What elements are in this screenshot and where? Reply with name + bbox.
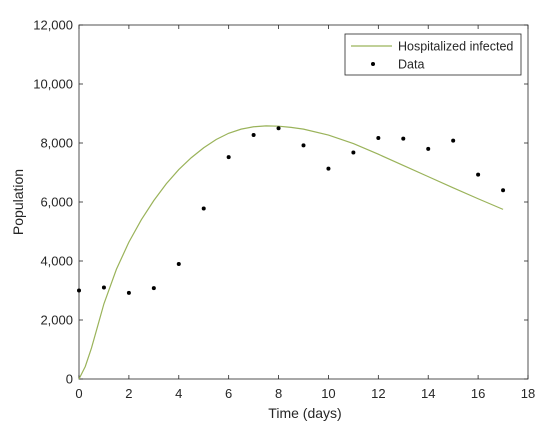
- data-point: [151, 286, 156, 291]
- y-axis-title: Population: [10, 169, 26, 235]
- data-point: [276, 126, 281, 131]
- y-tick-label: 0: [66, 372, 73, 387]
- x-tick-label: 2: [125, 386, 132, 401]
- y-tick-label: 12,000: [33, 18, 73, 33]
- x-tick-label: 14: [421, 386, 435, 401]
- y-tick-label: 2,000: [40, 313, 73, 328]
- data-point: [376, 135, 381, 140]
- x-tick-label: 0: [75, 386, 82, 401]
- data-point: [101, 285, 106, 290]
- data-point: [126, 290, 131, 295]
- x-tick-label: 16: [471, 386, 485, 401]
- x-tick-label: 18: [521, 386, 535, 401]
- x-tick-label: 12: [371, 386, 385, 401]
- series-layer: [77, 125, 506, 380]
- data-point: [226, 155, 231, 160]
- data-point: [301, 143, 306, 148]
- legend: Hospitalized infected Data: [344, 33, 522, 76]
- x-tick-label: 4: [175, 386, 182, 401]
- data-point: [476, 172, 481, 177]
- x-tick-label: 10: [321, 386, 335, 401]
- series-line-hospitalized-infected: [78, 125, 504, 380]
- x-axis-ticks: 0 2 4 6 8 10 12 14 16 18: [75, 25, 535, 401]
- legend-line-label: Hospitalized infected: [398, 40, 513, 54]
- data-point: [176, 261, 181, 266]
- x-axis-title: Time (days): [268, 405, 341, 421]
- data-point: [451, 138, 456, 143]
- y-tick-label: 8,000: [40, 136, 73, 151]
- y-axis-ticks: 0 2,000 4,000 6,000 8,000 10,000 12,000: [33, 18, 528, 387]
- legend-box: [344, 33, 522, 76]
- data-point: [426, 146, 431, 151]
- data-point: [401, 136, 406, 141]
- legend-dot-swatch: [371, 62, 375, 66]
- data-point: [351, 150, 356, 155]
- y-tick-label: 4,000: [40, 254, 73, 269]
- data-point: [77, 288, 81, 293]
- plot-area: [78, 24, 529, 380]
- legend-dot-label: Data: [398, 58, 424, 72]
- x-tick-label: 8: [275, 386, 282, 401]
- data-point: [326, 166, 331, 171]
- x-tick-label: 6: [225, 386, 232, 401]
- data-point: [201, 206, 206, 211]
- y-tick-label: 10,000: [33, 77, 73, 92]
- y-tick-label: 6,000: [40, 195, 73, 210]
- data-point: [251, 133, 256, 138]
- data-point: [501, 188, 506, 193]
